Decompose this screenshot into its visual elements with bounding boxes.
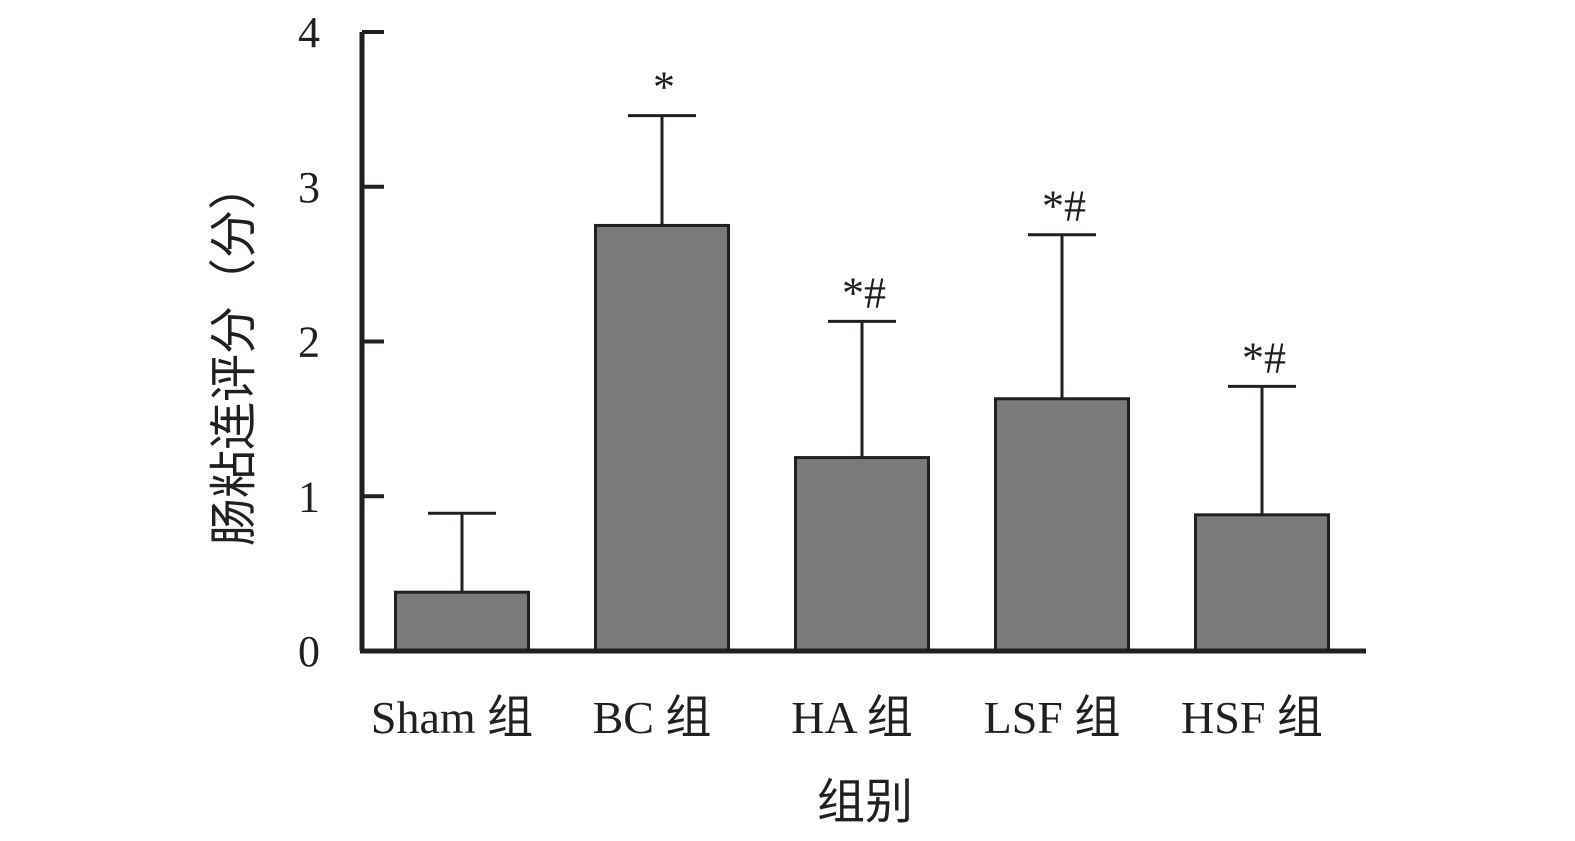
y-axis-title: 肠粘连评分（分） bbox=[208, 162, 261, 546]
x-category-label: HA 组 bbox=[791, 692, 912, 743]
y-tick-label: 0 bbox=[298, 627, 320, 676]
error-bars-layer bbox=[428, 114, 1296, 593]
significance-markers: * *# *# *# bbox=[653, 63, 1286, 383]
x-category-label: Sham 组 bbox=[371, 692, 533, 743]
x-axis-title: 组别 bbox=[817, 776, 913, 829]
bar bbox=[594, 223, 730, 653]
x-category-labels: Sham 组 BC 组 HA 组 LSF 组 HSF 组 bbox=[371, 692, 1323, 743]
x-category-label: HSF 组 bbox=[1181, 692, 1323, 743]
y-tick-label: 3 bbox=[298, 163, 320, 212]
bar bbox=[794, 456, 930, 653]
significance-marker: *# bbox=[1042, 182, 1086, 231]
bar bbox=[394, 590, 530, 653]
y-tick-label: 4 bbox=[298, 8, 320, 57]
x-category-label: BC 组 bbox=[593, 692, 712, 743]
x-category-label: LSF 组 bbox=[984, 692, 1121, 743]
y-ticks: 0 1 2 3 4 bbox=[298, 8, 384, 676]
significance-marker: *# bbox=[842, 268, 886, 317]
bar bbox=[1194, 513, 1330, 653]
y-tick-label: 2 bbox=[298, 318, 320, 367]
y-tick-label: 1 bbox=[298, 472, 320, 521]
significance-marker: *# bbox=[1242, 333, 1286, 382]
bar bbox=[994, 397, 1130, 653]
significance-marker: * bbox=[653, 63, 675, 112]
